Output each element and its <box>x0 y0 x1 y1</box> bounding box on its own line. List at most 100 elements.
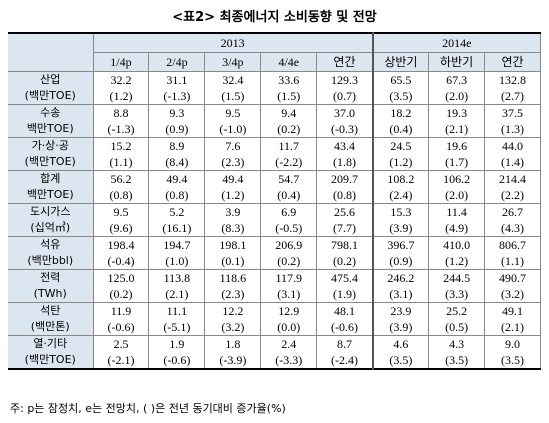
row-unit: (백만톤) <box>8 319 94 336</box>
header-row: 1/4p 2/4p 3/4p 4/4e 연간 상반기 하반기 연간 <box>8 52 541 72</box>
change-cell: (1.1) <box>484 253 541 270</box>
period-header: 1/4p <box>92 52 150 72</box>
change-cell: (1.2) <box>371 154 430 171</box>
change-cell: (3.2) <box>204 319 262 336</box>
change-cell: (2.4) <box>371 187 430 204</box>
value-cell: 209.7 <box>316 170 374 187</box>
value-cell: 8.9 <box>148 137 206 154</box>
change-cell: (-0.6) <box>148 352 206 370</box>
change-cell: (1.0) <box>148 253 206 270</box>
value-cell: 9.0 <box>484 335 541 352</box>
value-cell: 18.2 <box>371 104 430 121</box>
value-cell: 1.8 <box>204 335 262 352</box>
value-row: 석유 198.4 194.7 198.1 206.9 798.1 396.7 410.0 806… <box>8 236 541 253</box>
value-cell: 117.9 <box>260 269 318 286</box>
row-label: 도시가스 <box>8 203 94 220</box>
change-cell: (1.8) <box>316 154 374 171</box>
period-header: 연간 <box>316 52 374 72</box>
change-cell: (0.8) <box>316 187 374 204</box>
value-row: 전력 125.0 113.8 118.6 117.9 475.4 246.2 244.5 490… <box>8 269 541 286</box>
value-cell: 12.2 <box>204 302 262 319</box>
value-cell: 3.9 <box>204 203 262 220</box>
value-cell: 49.4 <box>204 170 262 187</box>
change-cell: (3.5) <box>428 352 486 370</box>
energy-table: 2013 2014e 1/4p 2/4p 3/4p 4/4e 연간 상반기 하반기 연간 산업 32… <box>8 32 541 370</box>
period-header: 2/4p <box>148 52 206 72</box>
change-row: (백만bbl) (-0.4) (1.0) (0.1) (0.2) (0.2) (0.9) (1… <box>8 253 541 270</box>
value-cell: 44.0 <box>484 137 541 154</box>
value-cell: 31.1 <box>148 71 206 88</box>
row-unit: 백만TOE) <box>8 121 94 138</box>
value-cell: 11.7 <box>260 137 318 154</box>
period-header: 연간 <box>484 52 541 72</box>
change-cell: (0.8) <box>148 187 206 204</box>
change-cell: (1.5) <box>204 88 262 105</box>
change-row: (십억㎥) (9.6) (16.1) (8.3) (-0.5) (7.7) (3.9) (4.… <box>8 220 541 237</box>
value-cell: 65.5 <box>371 71 430 88</box>
change-cell: (9.6) <box>92 220 150 237</box>
change-cell: (3.5) <box>484 352 541 370</box>
value-cell: 15.2 <box>92 137 150 154</box>
value-cell: 49.1 <box>484 302 541 319</box>
year-header: 2013 <box>92 33 374 53</box>
value-cell: 24.5 <box>371 137 430 154</box>
value-cell: 25.2 <box>428 302 486 319</box>
value-cell: 32.2 <box>92 71 150 88</box>
value-cell: 490.7 <box>484 269 541 286</box>
value-cell: 26.7 <box>484 203 541 220</box>
period-header: 상반기 <box>371 52 430 72</box>
value-cell: 206.9 <box>260 236 318 253</box>
row-label: 석유 <box>8 236 94 253</box>
value-cell: 2.4 <box>260 335 318 352</box>
change-row: (백만TOE) (1.1) (8.4) (2.3) (-2.2) (1.8) (1.2) (1… <box>8 154 541 171</box>
change-cell: (-2.1) <box>92 352 150 370</box>
value-cell: 23.9 <box>371 302 430 319</box>
table-title: <표2> 최종에너지 소비동향 및 전망 <box>172 10 377 25</box>
change-cell: (0.9) <box>148 121 206 138</box>
change-cell: (0.7) <box>316 88 374 105</box>
value-row: 열·기타 2.5 1.9 1.8 2.4 8.7 4.6 4.3 9.0 <box>8 335 541 352</box>
change-cell: (2.1) <box>148 286 206 303</box>
change-cell: (0.0) <box>260 319 318 336</box>
value-cell: 5.2 <box>148 203 206 220</box>
value-cell: 33.6 <box>260 71 318 88</box>
value-cell: 54.7 <box>260 170 318 187</box>
change-cell: (-0.3) <box>316 121 374 138</box>
change-cell: (3.5) <box>371 88 430 105</box>
value-cell: 19.3 <box>428 104 486 121</box>
change-cell: (1.7) <box>428 154 486 171</box>
value-cell: 48.1 <box>316 302 374 319</box>
row-label: 수송 <box>8 104 94 121</box>
change-row: 백만TOE) (0.8) (0.8) (1.2) (0.4) (0.8) (2.4) (2.0… <box>8 187 541 204</box>
change-cell: (3.9) <box>371 220 430 237</box>
value-cell: 129.3 <box>316 71 374 88</box>
change-cell: (2.1) <box>484 319 541 336</box>
change-cell: (-0.4) <box>92 253 150 270</box>
value-cell: 246.2 <box>371 269 430 286</box>
value-cell: 108.2 <box>371 170 430 187</box>
value-cell: 49.4 <box>148 170 206 187</box>
row-label: 열·기타 <box>8 335 94 352</box>
change-cell: (2.1) <box>428 121 486 138</box>
value-cell: 7.6 <box>204 137 262 154</box>
change-cell: (3.2) <box>484 286 541 303</box>
change-cell: (3.9) <box>371 319 430 336</box>
change-cell: (-0.5) <box>260 220 318 237</box>
period-header: 하반기 <box>428 52 486 72</box>
value-cell: 43.4 <box>316 137 374 154</box>
change-cell: (-2.2) <box>260 154 318 171</box>
value-cell: 11.4 <box>428 203 486 220</box>
value-cell: 113.8 <box>148 269 206 286</box>
change-cell: (3.3) <box>428 286 486 303</box>
change-cell: (0.1) <box>204 253 262 270</box>
change-cell: (1.2) <box>204 187 262 204</box>
change-row: (백만톤) (-0.6) (-5.1) (3.2) (0.0) (-0.6) (3.9) (0… <box>8 319 541 336</box>
value-cell: 125.0 <box>92 269 150 286</box>
value-cell: 11.9 <box>92 302 150 319</box>
value-cell: 8.7 <box>316 335 374 352</box>
change-row: (TWh) (0.2) (2.1) (2.3) (3.1) (1.9) (3.1) (3.3)… <box>8 286 541 303</box>
row-label: 석탄 <box>8 302 94 319</box>
change-cell: (0.8) <box>92 187 150 204</box>
value-cell: 11.1 <box>148 302 206 319</box>
change-cell: (-5.1) <box>148 319 206 336</box>
